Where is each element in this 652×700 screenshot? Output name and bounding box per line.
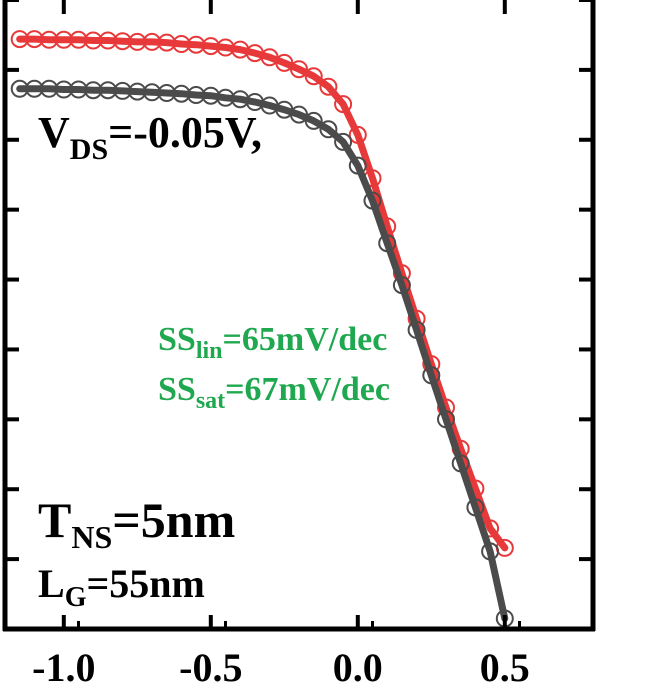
vds-rest: =-0.05V, [108, 108, 262, 157]
series-red-point [334, 95, 353, 114]
x-tick-label: -0.5 [179, 645, 242, 690]
plot-area [10, 30, 514, 628]
ss-sat-main: SS [158, 371, 196, 408]
ss-lin-rest: =65mV/dec [223, 321, 388, 358]
lg-sub: G [65, 582, 87, 613]
ss-sat-sub: sat [196, 388, 225, 414]
series-red-point [304, 67, 323, 86]
series-gray-point [481, 542, 500, 561]
series-layer [10, 30, 514, 628]
series-gray-point [407, 320, 426, 339]
series-gray-point [54, 80, 73, 99]
series-gray-point [348, 156, 367, 175]
ss-lin-main: SS [158, 321, 196, 358]
x-tick-label: -1.0 [32, 645, 95, 690]
series-red-point [25, 30, 44, 49]
series-gray-point [143, 83, 161, 102]
series-gray-point [128, 82, 147, 101]
series-gray-point [392, 276, 411, 295]
series-gray-point [304, 111, 323, 130]
series-red-point [187, 35, 206, 54]
series-gray-point [25, 79, 44, 98]
series-gray-point [113, 81, 132, 100]
series-gray [10, 79, 514, 628]
x-tick-label: 0.0 [333, 645, 383, 690]
ss-lin-annotation: SSlin=65mV/dec [158, 321, 387, 364]
series-gray-point [157, 84, 176, 102]
series-gray-point [98, 81, 117, 100]
series-gray-point [422, 366, 441, 385]
series-gray-point [451, 454, 470, 473]
vds-sub: DS [70, 133, 108, 166]
series-gray-point [378, 234, 397, 253]
series-gray-point [466, 498, 485, 517]
x-tick-label: 0.5 [480, 645, 530, 690]
series-red-point [201, 37, 220, 56]
tns-main: T [38, 492, 71, 548]
series-red-point [84, 31, 103, 50]
vds-main: V [38, 108, 70, 157]
series-gray-point [290, 105, 308, 124]
lg-rest: =55nm [86, 561, 204, 606]
series-red-line [16, 35, 509, 552]
series-red-point [290, 60, 308, 79]
series-gray-point [40, 79, 59, 98]
series-red-point [157, 33, 176, 52]
series-gray-point [319, 120, 338, 139]
series-red-point [128, 32, 147, 51]
ss-sat-rest: =67mV/dec [225, 371, 390, 408]
series-gray-point [69, 80, 88, 99]
lg-main: L [38, 561, 65, 606]
series-gray-point [334, 132, 353, 151]
tns-rest: =5nm [112, 492, 235, 548]
ticks-layer: -1.0 -0.5 0.0 0.5 [5, 0, 593, 690]
tns-sub: NS [71, 519, 112, 555]
series-red-point [54, 30, 73, 49]
lg-annotation: LG=55nm [38, 561, 205, 613]
series-gray-point [84, 81, 103, 100]
series-gray-point [187, 86, 206, 104]
tns-annotation: TNS=5nm [38, 492, 235, 555]
series-red-point [319, 77, 338, 96]
series-gray-point [172, 84, 191, 103]
series-gray-point [216, 88, 235, 107]
vds-annotation: VDS=-0.05V, [38, 108, 262, 166]
series-red-point [143, 32, 161, 51]
series-red-point [172, 35, 191, 53]
series-gray-point [10, 79, 29, 98]
series-red-point [69, 30, 88, 49]
ss-lin-sub: lin [196, 338, 223, 364]
series-red-point [98, 31, 117, 50]
ss-sat-annotation: SSsat=67mV/dec [158, 371, 390, 414]
series-red-point [10, 30, 29, 49]
series-gray-point [437, 410, 455, 429]
series-gray-point [363, 191, 382, 210]
series-red-point [348, 125, 367, 144]
series-red-point [275, 53, 294, 72]
series-red-point [40, 30, 59, 49]
series-red-point [113, 32, 132, 51]
